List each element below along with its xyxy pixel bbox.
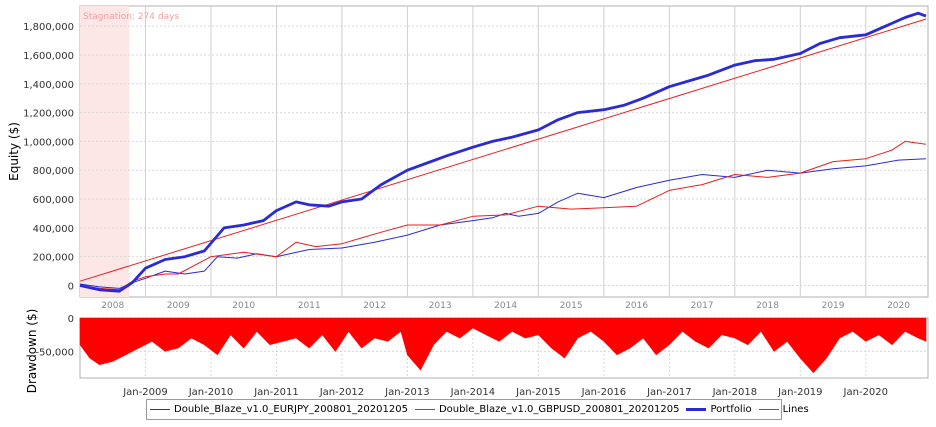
drawdown-x-tick-label: Jan-2010 [188,387,233,398]
legend-item: Portfolio [686,404,752,415]
legend-swatch [414,409,435,410]
series-line-2 [79,11,927,293]
equity-y-tick-label: 200,000 [33,253,74,264]
year-label: 2009 [167,301,190,311]
stagnation-label: Stagnation: 274 days [83,12,179,22]
legend-label: Double_Blaze_v1.0_GBPUSD_200801_20201205 [438,404,680,415]
equity-y-tick-label: 1,800,000 [23,22,74,33]
drawdown-x-tick-label: Jan-2011 [253,387,298,398]
legend-swatch [150,409,170,410]
equity-y-tick-label: 0 [68,281,74,292]
drawdown-panel: 0 -50,000 Jan-2009 Jan-2010 Jan-2011 Jan-2012… [25,309,929,398]
series-line-3 [79,18,927,282]
year-label: 2019 [822,301,845,311]
legend-swatch [686,408,707,411]
year-label: 2008 [101,301,124,311]
year-label: 2012 [363,301,386,311]
equity-y-tick-label: 1,000,000 [23,137,74,148]
legend-swatch [758,409,779,410]
legend-item: Double_Blaze_v1.0_GBPUSD_200801_20201205 [414,404,680,415]
equity-y-tick-label: 1,400,000 [23,80,74,91]
drawdown-y-tick-label: 0 [68,314,74,325]
year-label: 2020 [887,301,910,311]
equity-panel: Stagnation: 274 days 0 200,000 400,000 600,0… [7,5,929,311]
drawdown-x-tick-label: Jan-2020 [843,387,888,398]
drawdown-y-tick-label: -50,000 [35,347,74,358]
drawdown-x-tick-label: Jan-2017 [646,387,691,398]
year-label: 2014 [494,301,517,311]
year-label: 2016 [625,301,648,311]
drawdown-x-tick-label: Jan-2012 [319,387,364,398]
drawdown-x-tick-label: Jan-2019 [777,387,822,398]
equity-y-tick-label: 1,200,000 [23,109,74,120]
equity-y-tick-label: 400,000 [33,224,74,235]
drawdown-x-tick-label: Jan-2015 [515,387,560,398]
year-label: 2015 [560,301,583,311]
legend-item: Double_Blaze_v1.0_EURJPY_200801_20201205 [150,404,408,415]
equity-y-tick-label: 800,000 [33,166,74,177]
year-label: 2018 [756,301,779,311]
year-label: 2017 [691,301,714,311]
drawdown-y-axis-label: Drawdown ($) [25,309,39,394]
drawdown-x-tick-label: Jan-2018 [712,387,757,398]
drawdown-x-tick-label: Jan-2009 [122,387,167,398]
legend-item: Lines [758,404,809,415]
legend-label: Portfolio [710,404,752,415]
chart-legend: Double_Blaze_v1.0_EURJPY_200801_20201205… [146,399,809,420]
year-label: 2010 [232,301,255,311]
drawdown-area [79,317,927,374]
stagnation-band [80,6,130,297]
year-label: 2013 [429,301,452,311]
equity-y-axis-label: Equity ($) [7,122,21,181]
equity-y-tick-label: 1,600,000 [23,51,74,62]
year-label: 2011 [298,301,321,311]
equity-y-tick-label: 600,000 [33,195,74,206]
drawdown-x-tick-label: Jan-2014 [450,387,495,398]
legend-label: Double_Blaze_v1.0_EURJPY_200801_20201205 [174,404,408,415]
drawdown-x-tick-label: Jan-2016 [581,387,626,398]
drawdown-x-tick-label: Jan-2013 [384,387,429,398]
legend-label: Lines [782,404,809,415]
series-line-1 [79,140,927,291]
